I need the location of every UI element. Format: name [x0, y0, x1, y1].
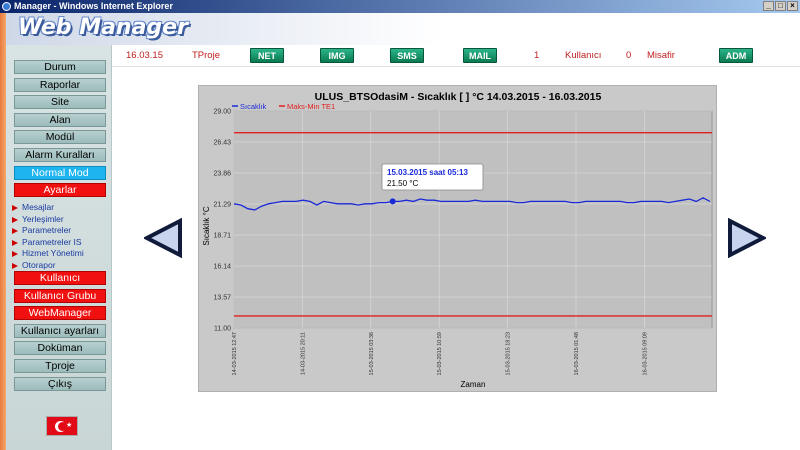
red-triangle-icon — [12, 205, 18, 211]
sidebar-item-kullanici-grubu[interactable]: Kullanıcı Grubu — [14, 288, 106, 303]
guest-label: Misafir — [647, 50, 675, 61]
x-axis-label: Zaman — [461, 380, 486, 389]
y-tick-label: 13.57 — [213, 295, 231, 302]
red-triangle-icon — [12, 228, 18, 235]
y-tick-label: 16.14 — [213, 264, 231, 271]
sidebar-item-site[interactable]: Site — [14, 95, 106, 110]
net-button[interactable]: NET — [250, 48, 284, 63]
sidebar-item-ayarlar[interactable]: Ayarlar — [14, 183, 106, 198]
submenu-item-hizmet-yonetimi[interactable]: Hizmet Yönetimi — [12, 248, 84, 259]
submenu-item-parametreler-is[interactable]: Parametreler IS — [12, 237, 82, 248]
sidebar-item-kullanici-ayarlari[interactable]: Kullanıcı ayarları — [14, 323, 106, 338]
y-tick-label: 29.00 — [213, 109, 231, 116]
img-button[interactable]: IMG — [320, 48, 354, 63]
close-button[interactable]: × — [787, 1, 798, 11]
mail-button[interactable]: MAIL — [463, 48, 497, 63]
window-titlebar: Manager - Windows Internet Explorer _ □ … — [0, 0, 800, 13]
project-text: TProje — [192, 50, 220, 61]
submenu-item-yerlesimler[interactable]: Yerleşimler — [12, 214, 64, 225]
turkish-flag-icon[interactable]: ★ — [46, 416, 78, 436]
window-title: Manager - Windows Internet Explorer — [14, 1, 173, 11]
legend-entry-limit: Maks-Min TE1 — [287, 102, 335, 111]
sidebar-item-modul[interactable]: Modül — [14, 130, 106, 145]
y-axis-label: Sıcaklık °C — [202, 206, 211, 245]
adm-button[interactable]: ADM — [719, 48, 753, 63]
next-arrow-icon[interactable] — [726, 218, 766, 258]
series-line-sicaklik — [233, 197, 711, 211]
x-tick-label: 15-03-2015 10:59 — [437, 332, 443, 375]
y-tick-label: 11.00 — [214, 326, 231, 333]
guest-count: 0 — [626, 50, 632, 61]
sidebar-item-dokuman[interactable]: Doküman — [14, 341, 106, 356]
submenu-label: Yerleşimler — [22, 213, 64, 224]
red-triangle-icon — [12, 251, 18, 258]
red-triangle-icon — [12, 239, 18, 246]
sidebar-item-webmanager[interactable]: WebManager — [14, 306, 106, 321]
previous-arrow-icon[interactable] — [144, 218, 184, 258]
left-accent-strip — [0, 13, 6, 450]
user-count: 1 — [534, 50, 540, 61]
x-tick-label: 15-03-2015 18:23 — [506, 332, 512, 375]
chart-area: ULUS_BTSOdasiM - Sıcaklık [ ] °C 14.03.2… — [112, 68, 800, 450]
submenu-label: Mesajlar — [22, 202, 55, 212]
red-triangle-icon — [12, 216, 18, 223]
sidebar: Durum Raporlar Site Alan Modül Alarm Kurallar… — [6, 45, 112, 450]
user-label: Kullanıcı — [565, 50, 602, 61]
submenu-item-parametreler[interactable]: Parametreler — [12, 225, 71, 236]
sidebar-item-kullanici[interactable]: Kullanıcı — [14, 271, 106, 285]
submenu-item-mesajlar[interactable]: Mesajlar — [12, 202, 54, 213]
red-triangle-icon — [12, 263, 18, 269]
submenu-item-otorapor[interactable]: Otorapor — [12, 260, 56, 271]
plot-area — [233, 110, 713, 329]
date-text: 16.03.15 — [126, 50, 163, 61]
maximize-button[interactable]: □ — [775, 1, 786, 11]
x-tick-label: 14-03-2015 20:11 — [300, 332, 306, 375]
x-tick-label: 16-03-2015 09:09 — [642, 332, 648, 375]
submenu-label: Parametreler IS — [22, 236, 82, 247]
sms-button[interactable]: SMS — [390, 48, 424, 63]
x-tick-label: 15-03-2015 03:36 — [369, 332, 375, 375]
top-status-bar: 16.03.15 TProje NET IMG SMS MAIL 1 Kulla… — [112, 45, 800, 67]
sidebar-item-durum[interactable]: Durum — [14, 60, 106, 74]
temperature-chart: ULUS_BTSOdasiM - Sıcaklık [ ] °C 14.03.2… — [202, 91, 713, 389]
tooltip-marker — [389, 198, 396, 205]
legend-entry-series: Sıcaklık — [240, 102, 267, 111]
sidebar-item-normal-mod[interactable]: Normal Mod — [14, 165, 106, 180]
y-tick-label: 23.86 — [213, 170, 231, 177]
y-tick-label: 26.43 — [213, 139, 231, 146]
logo-bar: Web Manager — [6, 13, 800, 45]
x-tick-label: 14-03-2015 12:47 — [232, 332, 238, 375]
y-tick-label: 18.71 — [213, 233, 231, 240]
submenu-label: Otorapor — [22, 260, 56, 270]
sidebar-item-alarm-kurallari[interactable]: Alarm Kuralları — [14, 148, 106, 162]
y-tick-label: 21.29 — [213, 201, 231, 208]
x-tick-label: 16-03-2015 01:48 — [574, 332, 580, 375]
minimize-button[interactable]: _ — [763, 1, 774, 11]
sidebar-item-cikis[interactable]: Çıkış — [14, 376, 106, 391]
ie-icon — [2, 2, 11, 11]
chart-title: ULUS_BTSOdasiM - Sıcaklık [ ] °C 14.03.2… — [315, 91, 602, 103]
tooltip-title: 15.03.2015 saat 05:13 — [387, 168, 469, 177]
submenu-label: Hizmet Yönetimi — [22, 248, 84, 259]
chart-panel: ULUS_BTSOdasiM - Sıcaklık [ ] °C 14.03.2… — [198, 85, 717, 392]
sidebar-item-alan[interactable]: Alan — [14, 112, 106, 127]
submenu-label: Parametreler — [22, 225, 72, 236]
logo: Web Manager — [18, 15, 188, 40]
sidebar-item-raporlar[interactable]: Raporlar — [14, 77, 106, 92]
tooltip-value: 21.50 °C — [387, 179, 418, 188]
sidebar-item-tproje[interactable]: Tproje — [14, 359, 106, 373]
tooltip-box — [381, 163, 484, 191]
